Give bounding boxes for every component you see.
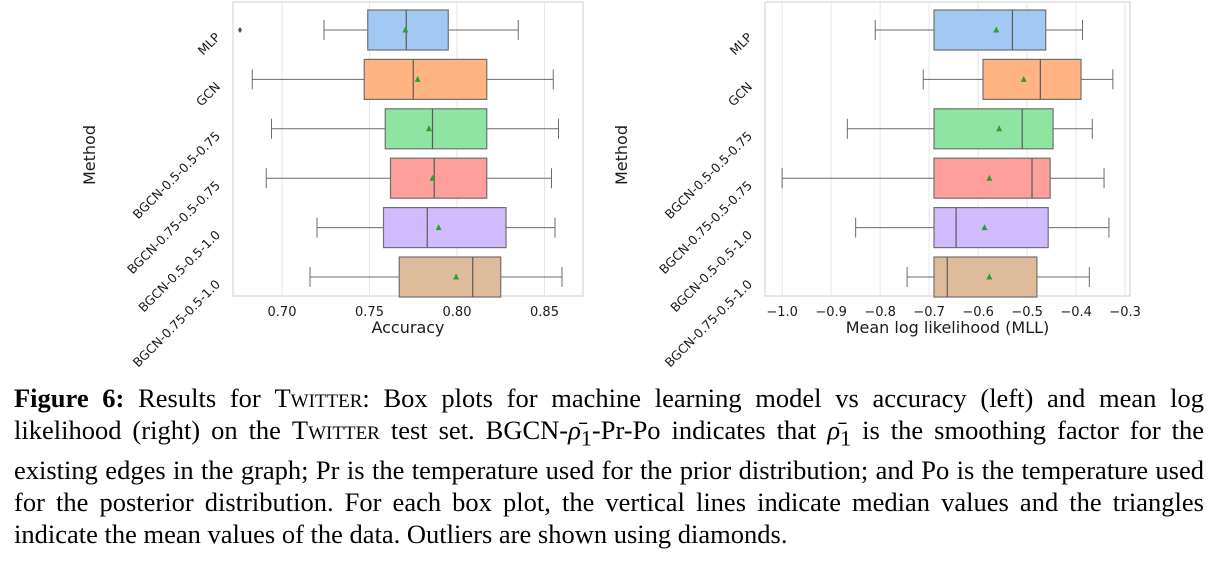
plot2-y-axis-label: Method <box>612 125 631 185</box>
caption-rho-sub-1: 1 <box>580 425 592 451</box>
plot1-box <box>398 256 502 298</box>
plot1-mean-marker <box>414 75 421 82</box>
plot2-x-tick-label: −0.9 <box>815 305 847 320</box>
plot2-mean-marker <box>993 26 1000 33</box>
plot2-box <box>933 256 1038 298</box>
caption-rho-1: ρ̄ <box>568 415 581 445</box>
caption-text-2: : Box plots for machine learning model v… <box>14 383 1204 445</box>
plot2-category-label: BGCN-0.75-0.5-1.0 <box>662 276 756 370</box>
plot1-x-tick-label: 0.85 <box>530 305 559 320</box>
plot1-box <box>389 157 488 199</box>
plot1-category-label: BGCN-0.75-0.5-1.0 <box>130 276 224 370</box>
plot1-outlier-marker <box>238 27 242 33</box>
plot2-group: −1.0 −0.9 −0.8 −0.7 −0.6 −0.5 −0.4 −0.3 Mean log… <box>612 1 1141 370</box>
plot1-mean-marker <box>426 125 432 132</box>
caption-dataset-2: Twitter <box>291 415 380 445</box>
plot1-mean-marker <box>435 224 442 231</box>
caption-text-5: is the smoothing factor for the existing… <box>14 415 1205 550</box>
plot1-mean-marker <box>453 273 460 280</box>
figure-caption: Figure 6: Results for Twitter: Box plots… <box>14 382 1204 550</box>
plot1-box <box>363 58 488 101</box>
plot2-category-label: BGCN-0.5-0.5-1.0 <box>667 227 755 315</box>
plot2-category-label: BGCN-0.75-0.5-0.75 <box>656 178 755 277</box>
plot1-box <box>384 108 488 150</box>
plot2-box <box>933 157 1051 199</box>
caption-rho-2: ρ̄ <box>827 415 841 445</box>
plot2-x-tick-label: −0.5 <box>1011 305 1043 320</box>
figure: 0.70 0.75 0.80 0.85 Accuracy Method MLP GCN BGCN… <box>80 1 1141 370</box>
plot1-x-tick-label: 0.75 <box>355 305 384 320</box>
plot2-x-tick-label: −0.3 <box>1109 305 1141 320</box>
plot1-mean-marker <box>429 174 436 181</box>
plot2-x-axis-label: Mean log likelihood (MLL) <box>846 318 1050 337</box>
caption-text-1: Results for <box>124 383 275 413</box>
plot2-x-tick-label: −0.4 <box>1060 305 1092 320</box>
plot2-box <box>982 58 1082 101</box>
plot2-category-label: GCN <box>725 79 755 109</box>
plot2-mean-marker <box>996 125 1003 132</box>
plot2-mean-marker <box>986 273 993 280</box>
plot2-mean-marker <box>1020 75 1027 82</box>
plot2-box <box>933 207 1049 249</box>
plot2-x-tick-label: −1.0 <box>766 305 798 320</box>
plot2-category-label: BGCN-0.5-0.5-0.75 <box>662 128 756 222</box>
plot2-category-label: MLP <box>727 29 756 58</box>
plot2-mean-marker <box>986 174 993 181</box>
caption-text-3: test set. BGCN- <box>379 415 569 445</box>
plot1-group: 0.70 0.75 0.80 0.85 Accuracy Method MLP GCN BGCN… <box>80 1 584 370</box>
plot1-category-label: GCN <box>193 79 223 109</box>
plot1-mean-marker <box>402 26 409 33</box>
plot1-x-tick-label: 0.70 <box>268 305 297 320</box>
plot1-category-label: BGCN-0.5-0.5-0.75 <box>130 128 224 222</box>
plot1-x-axis-label: Accuracy <box>371 318 444 337</box>
plot1-category-label: MLP <box>195 29 224 58</box>
plot1-box <box>367 9 449 51</box>
plot1-category-label: BGCN-0.75-0.5-0.75 <box>124 178 223 277</box>
plot2-mean-marker <box>981 224 988 231</box>
plot2-x-tick-label: −0.8 <box>864 305 896 320</box>
caption-text-4: -Pr-Po indicates that <box>591 415 828 445</box>
caption-dataset-1: Twitter <box>274 383 363 413</box>
plot1-x-tick-label: 0.80 <box>443 305 472 320</box>
plot2-x-tick-label: −0.6 <box>962 305 994 320</box>
plot1-y-axis-label: Method <box>80 125 99 185</box>
plot1-box <box>382 207 507 249</box>
plot2-box <box>933 108 1054 150</box>
caption-label: Figure 6: <box>14 383 125 413</box>
plot2-box <box>933 9 1047 51</box>
plot2-x-tick-label: −0.7 <box>913 305 945 320</box>
caption-rho-sub-2: 1 <box>840 425 852 451</box>
plot1-category-label: BGCN-0.5-0.5-1.0 <box>135 227 223 315</box>
